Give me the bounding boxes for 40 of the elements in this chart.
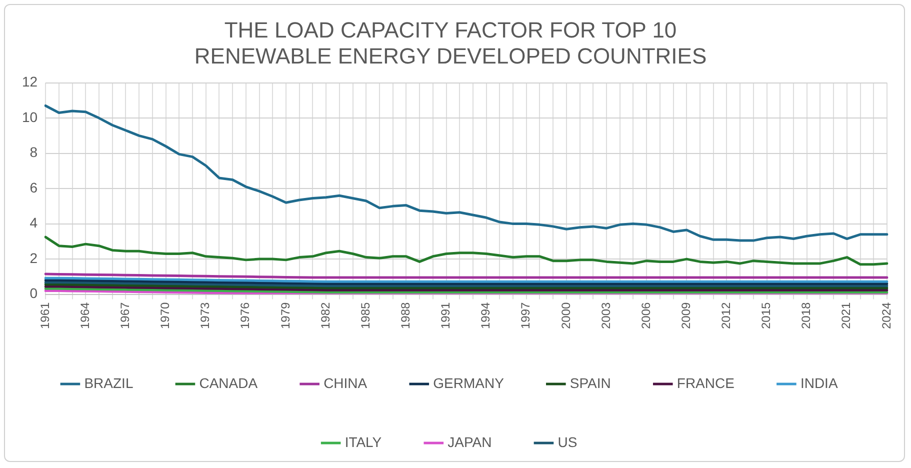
x-tick-label: 1991 xyxy=(438,302,453,330)
legend-label: US xyxy=(558,434,578,450)
y-tick-label: 8 xyxy=(30,144,38,160)
x-tick-label: 1964 xyxy=(78,302,92,330)
x-tick-label: 1979 xyxy=(278,302,292,330)
x-tick-label: 2021 xyxy=(839,302,854,330)
y-tick-label: 2 xyxy=(30,250,38,266)
legend-label: BRAZIL xyxy=(84,374,134,391)
x-tick-label: 2009 xyxy=(678,302,693,330)
x-tick-label: 2012 xyxy=(719,302,734,330)
legend-label: CANADA xyxy=(199,374,258,391)
y-tick-label: 4 xyxy=(30,214,38,231)
legend-label: GERMANY xyxy=(433,374,505,391)
legend-label: JAPAN xyxy=(448,434,492,450)
legend-label: SPAIN xyxy=(570,374,611,391)
x-tick-label: 1976 xyxy=(238,302,252,330)
x-tick-label: 1970 xyxy=(158,302,172,330)
x-tick-label: 1982 xyxy=(318,302,332,330)
x-tick-label: 1997 xyxy=(518,302,533,330)
x-tick-label: 1967 xyxy=(118,302,132,330)
x-tick-label: 2006 xyxy=(638,302,653,330)
x-tick-label: 2024 xyxy=(879,302,894,330)
x-tick-label: 1961 xyxy=(38,302,52,330)
legend-label: ITALY xyxy=(344,434,382,450)
y-tick-label: 12 xyxy=(22,74,38,90)
legend-label: FRANCE xyxy=(676,374,734,391)
x-tick-label: 2003 xyxy=(598,302,613,330)
y-tick-label: 0 xyxy=(30,285,38,302)
x-tick-label: 1988 xyxy=(398,302,412,330)
legend-label: CHINA xyxy=(324,374,368,391)
y-tick-label: 6 xyxy=(30,179,38,196)
x-tick-label: 2015 xyxy=(759,302,774,330)
x-tick-label: 1973 xyxy=(198,302,212,330)
y-tick-label: 10 xyxy=(22,108,38,125)
x-tick-label: 1994 xyxy=(478,302,493,330)
legend-label: INDIA xyxy=(800,374,838,391)
chart-title: THE LOAD CAPACITY FACTOR FOR TOP 10 RENEWABLE ENERGY DEVELOPED COUNTRIES xyxy=(194,17,707,69)
x-tick-label: 2000 xyxy=(558,302,573,330)
x-tick-label: 2018 xyxy=(799,302,814,330)
x-tick-label: 1985 xyxy=(358,302,372,330)
